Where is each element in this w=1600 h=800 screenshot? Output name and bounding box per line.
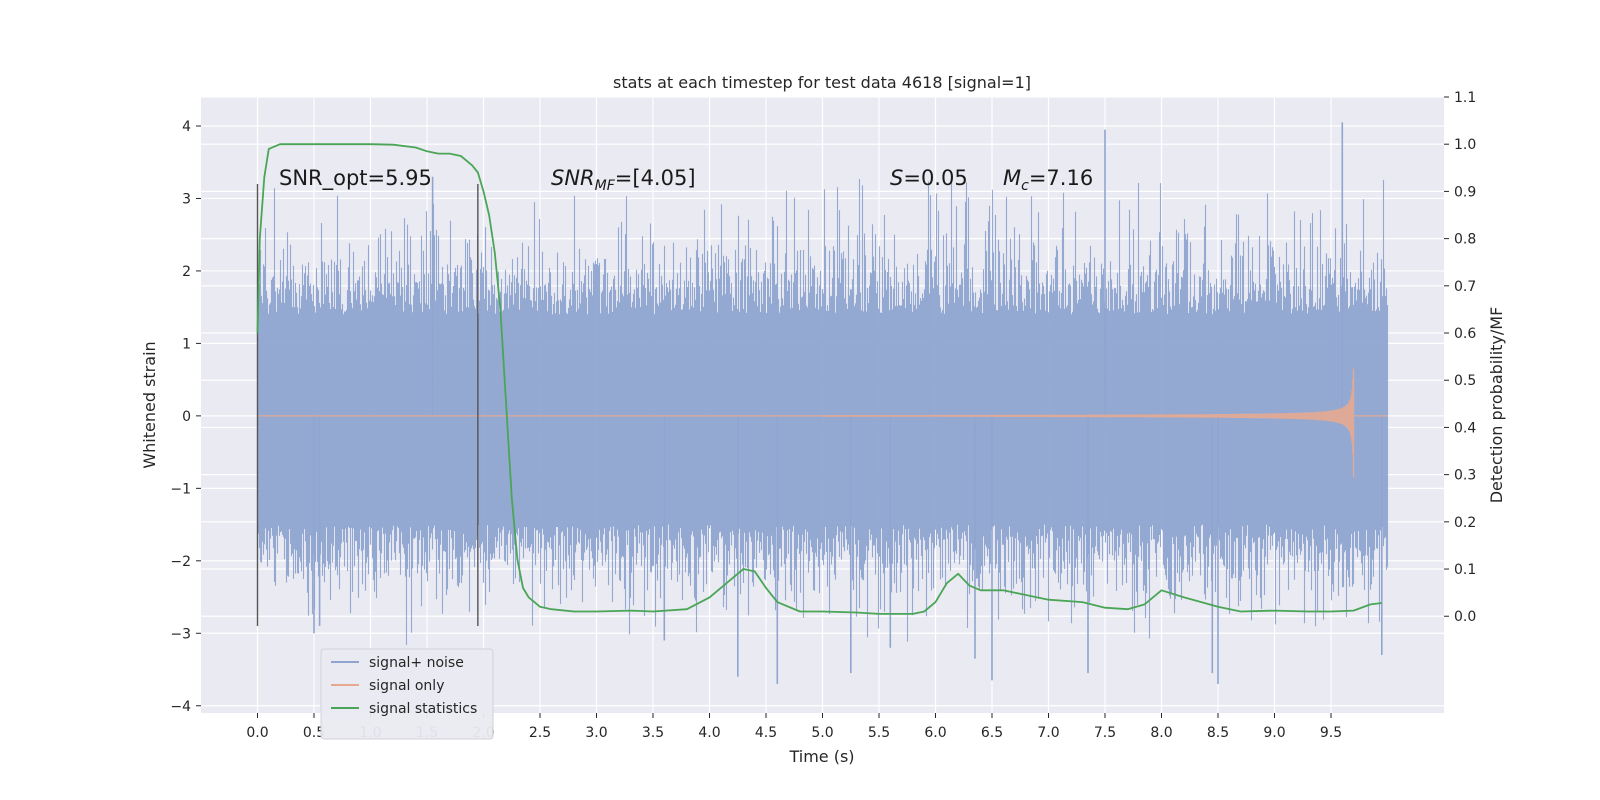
- x-tick-label: 6.5: [981, 725, 1003, 741]
- x-axis-title: Time (s): [788, 747, 854, 766]
- x-tick-label: 7.5: [1094, 725, 1116, 741]
- y-tick-label: 1: [182, 336, 191, 352]
- annotation-snr-mf-base: SNR: [551, 166, 595, 190]
- x-tick-label: 2.5: [529, 725, 551, 741]
- x-tick-label: 4.5: [755, 725, 777, 741]
- annotation-mc-value: =7.16: [1029, 166, 1093, 190]
- y2-tick-label: 0.6: [1454, 326, 1476, 342]
- signal-only-series: [257, 368, 1388, 478]
- annotation-snr-mf: SNRMF=[4.05]: [551, 166, 696, 194]
- signal-noise-peaks: [313, 122, 1383, 684]
- y-tick-label: 4: [182, 119, 191, 135]
- y2-tick-label: 1.0: [1454, 137, 1476, 153]
- annotation-s-value: =0.05: [903, 166, 967, 190]
- annotation-mc-sub: c: [1021, 178, 1029, 194]
- x-tick-label: 3.5: [642, 725, 664, 741]
- annotation-s: S=0.05: [890, 166, 968, 190]
- y2-tick-label: 0.8: [1454, 232, 1476, 248]
- y-tick-label: 0: [182, 409, 191, 425]
- x-tick-label: 0.5: [303, 725, 325, 741]
- y2-tick-label: 0.1: [1454, 562, 1476, 578]
- annotation-mc-label: M: [1003, 166, 1021, 190]
- x-tick-label: 3.0: [585, 725, 607, 741]
- y2-tick-label: 0.0: [1454, 609, 1476, 625]
- y-tick-label: 2: [182, 264, 191, 280]
- signal-only-trace: [257, 368, 1388, 478]
- legend-label-signal-noise: signal+ noise: [369, 655, 464, 671]
- vertical-markers: [256, 183, 479, 627]
- y2-tick-label: 0.9: [1454, 184, 1476, 200]
- legend-label-signal-statistics: signal statistics: [369, 701, 477, 717]
- y-tick-label: −2: [170, 554, 191, 570]
- legend: signal+ noise signal only signal statist…: [320, 648, 494, 740]
- y2-tick-label: 0.3: [1454, 468, 1476, 484]
- legend-box: [320, 648, 494, 740]
- chart-title: stats at each timestep for test data 461…: [613, 73, 1031, 92]
- x-tick-label: 5.0: [811, 725, 833, 741]
- y2-tick-label: 0.7: [1454, 279, 1476, 295]
- y2-tick-label: 0.2: [1454, 515, 1476, 531]
- y-tick-label: −3: [170, 626, 191, 642]
- annotation-snr-opt: SNR_opt=5.95: [279, 166, 432, 191]
- x-tick-label: 8.5: [1207, 725, 1229, 741]
- y-axis-title: Whitened strain: [140, 341, 159, 468]
- signal-noise-series: [256, 122, 1389, 684]
- annotation-s-label: S: [890, 166, 903, 190]
- x-tick-label: 7.0: [1037, 725, 1059, 741]
- y2-axis-title: Detection probability/MF: [1487, 307, 1506, 504]
- y2-tick-label: 1.1: [1454, 90, 1476, 106]
- legend-label-signal-only: signal only: [369, 678, 444, 694]
- y2-tick-label: 0.4: [1454, 420, 1476, 436]
- x-tick-label: 9.5: [1320, 725, 1342, 741]
- y-tick-label: 3: [182, 191, 191, 207]
- x-tick-label: 4.0: [698, 725, 720, 741]
- signal-statistics-line: [256, 143, 1382, 615]
- x-tick-label: 8.0: [1150, 725, 1172, 741]
- signal-statistics-series: [256, 143, 1382, 615]
- annotation-snr-mf-value: =[4.05]: [615, 166, 696, 190]
- y-tick-label: −4: [170, 699, 191, 715]
- axes: 0.00.51.01.52.02.53.03.54.04.55.05.56.06…: [170, 90, 1476, 741]
- x-tick-label: 6.0: [924, 725, 946, 741]
- y-tick-label: −1: [170, 481, 191, 497]
- annotation-snr-mf-sub: MF: [595, 178, 616, 194]
- y2-tick-label: 0.5: [1454, 373, 1476, 389]
- annotation-mc: Mc=7.16: [1003, 166, 1093, 194]
- x-tick-label: 9.0: [1263, 725, 1285, 741]
- x-tick-label: 5.5: [868, 725, 890, 741]
- x-tick-label: 0.0: [246, 725, 268, 741]
